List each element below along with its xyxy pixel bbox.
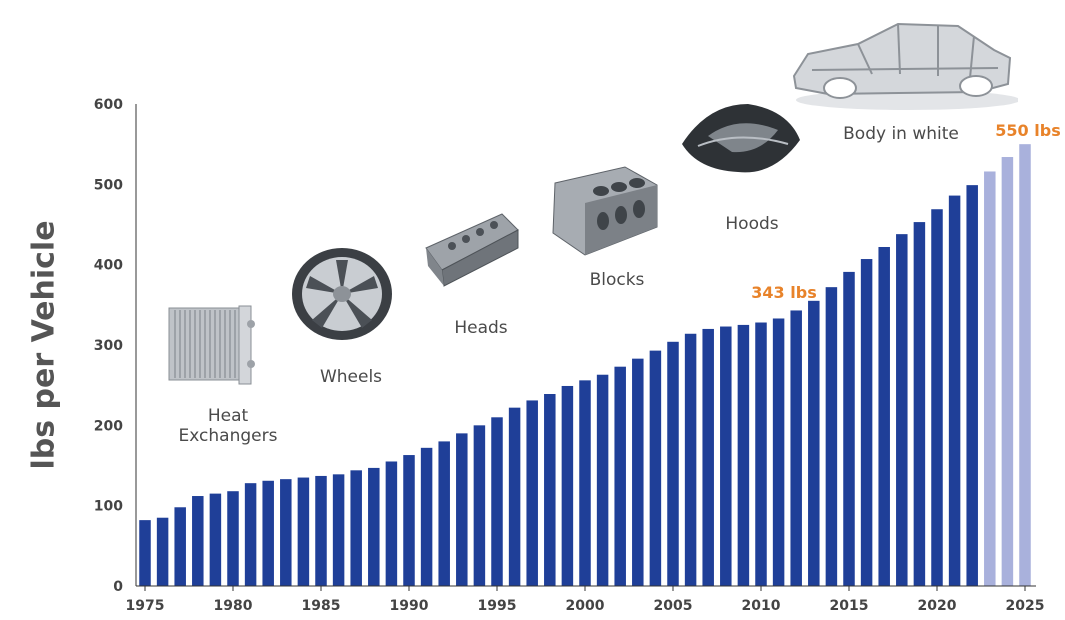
annotation-wheels: Wheels (319, 367, 383, 387)
bar-2006 (684, 333, 697, 586)
y-tick-label: 100 (94, 499, 123, 515)
y-tick-label: 400 (94, 258, 123, 274)
bar-1996 (508, 407, 521, 586)
x-tick-label: 2005 (654, 598, 693, 614)
bar-1992 (438, 441, 450, 586)
bar-1989 (385, 461, 398, 586)
bar-1999 (561, 385, 574, 586)
bar-1981 (244, 483, 257, 586)
bar-1983 (280, 479, 292, 586)
bar-1977 (174, 507, 186, 586)
bar-2023 (984, 171, 996, 587)
bar-2001 (596, 374, 609, 586)
x-tick-label: 2010 (742, 598, 781, 614)
bar-1986 (332, 474, 345, 586)
y-axis-title: lbs per Vehicle (26, 220, 62, 470)
bar-2003 (632, 358, 644, 586)
bar-1976 (156, 517, 169, 586)
bar-2005 (667, 341, 679, 586)
bar-1997 (526, 400, 538, 586)
bar-1984 (297, 477, 310, 586)
bar-2002 (614, 366, 626, 586)
bar-2021 (948, 195, 961, 586)
bar-2012 (790, 310, 802, 586)
bar-2013 (808, 300, 820, 586)
annotation-heat-exchangers-line2: Exchangers (178, 426, 278, 446)
bar-2024 (1001, 157, 1014, 586)
bar-2018 (896, 234, 908, 586)
bar-1985 (315, 475, 327, 586)
annotation-body-in-white: Body in white (843, 124, 959, 144)
x-tick-label: 2015 (830, 598, 869, 614)
bar-2014 (825, 287, 838, 586)
bar-2007 (702, 328, 714, 586)
y-tick-label: 200 (94, 418, 123, 434)
annotation-heads: Heads (454, 318, 508, 338)
annotation-hoods: Hoods (725, 214, 779, 234)
x-tick-label: 1990 (390, 598, 429, 614)
heat-exchanger-icon (168, 305, 255, 385)
x-tick-label: 1980 (214, 598, 253, 614)
bar-2000 (579, 380, 591, 586)
x-tick-label: 2025 (1006, 598, 1045, 614)
bar-2017 (878, 246, 890, 586)
bar-1990 (403, 455, 415, 586)
bar-1988 (368, 467, 380, 586)
engine-block-icon (552, 166, 658, 256)
x-tick-label: 2000 (566, 598, 605, 614)
bar-1993 (456, 433, 468, 586)
bar-1982 (262, 480, 274, 586)
bar-2009 (737, 324, 750, 586)
y-tick-label: 0 (113, 579, 123, 595)
cylinder-head-icon (425, 213, 519, 287)
y-tick-label: 500 (94, 177, 123, 193)
car-body-frame-icon (792, 22, 1018, 110)
bar-2011 (772, 318, 785, 586)
bar-1991 (420, 447, 433, 586)
y-tick-label: 300 (94, 338, 123, 354)
bar-1994 (473, 425, 486, 586)
bar-2022 (966, 185, 978, 587)
bar-2015 (843, 271, 855, 586)
bar-2025 (1019, 144, 1031, 586)
bar-1998 (544, 394, 556, 586)
x-tick-label: 1995 (478, 598, 517, 614)
bar-1987 (350, 470, 362, 586)
bar-2019 (913, 222, 926, 586)
annotation-heat-exchangers-line1: Heat (207, 406, 249, 426)
callout-343-lbs: 343 lbs (751, 283, 817, 302)
callout-550-lbs: 550 lbs (995, 121, 1061, 140)
x-tick-label: 2020 (918, 598, 957, 614)
car-hood-icon (682, 104, 800, 173)
x-tick-label: 1985 (302, 598, 341, 614)
bar-2016 (860, 259, 873, 586)
y-tick-label: 600 (94, 97, 123, 113)
bar-1995 (491, 417, 503, 586)
bar-2010 (755, 322, 767, 586)
bar-1975 (139, 520, 151, 586)
bar-1978 (192, 496, 204, 586)
annotation-heat-exchangers: Heat Exchangers (179, 406, 278, 446)
bar-1979 (209, 493, 222, 586)
wheel-icon (292, 248, 392, 340)
bar-2004 (649, 350, 662, 586)
bar-2020 (931, 209, 943, 586)
x-tick-label: 1975 (126, 598, 165, 614)
annotation-blocks: Blocks (589, 270, 645, 290)
bar-2008 (720, 326, 732, 586)
bar-1980 (227, 491, 239, 586)
